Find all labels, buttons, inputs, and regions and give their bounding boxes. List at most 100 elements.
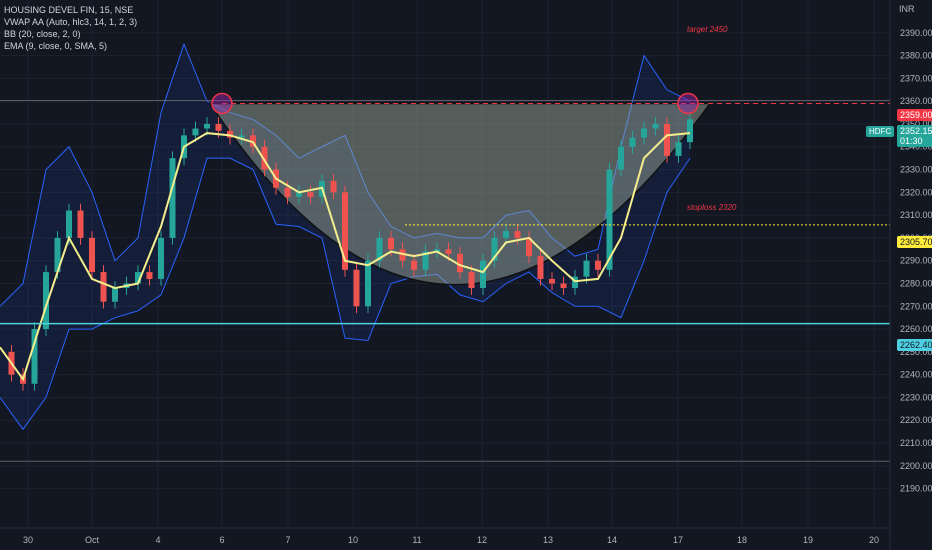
x-tick-label: 14: [607, 535, 617, 545]
candle-body: [652, 123, 659, 129]
x-tick-label: 6: [219, 535, 224, 545]
candle-body: [365, 260, 371, 307]
candle-body: [284, 187, 291, 197]
x-tick-label: 10: [348, 535, 358, 545]
candle-body: [514, 231, 521, 238]
x-tick-label: 19: [803, 535, 813, 545]
candle-body: [503, 231, 509, 238]
cup-pattern-drawing: [208, 102, 712, 286]
chart-legend: HOUSING DEVEL FIN, 15, NSE VWAP AA (Auto…: [4, 4, 137, 52]
candle-body: [434, 249, 440, 252]
x-tick-label: 11: [412, 535, 421, 545]
horizontal-levels[interactable]: [0, 99, 890, 462]
ema-line: [0, 132, 691, 382]
candle-body: [549, 278, 555, 284]
candle-body: [618, 146, 624, 170]
y-tick-label: 2390.00: [900, 28, 932, 38]
y-tick-label: 2380.00: [900, 51, 932, 61]
y-tick-label: 2220.00: [900, 415, 932, 425]
target-annotation: target 2450: [687, 25, 728, 34]
candle-body: [250, 135, 256, 147]
candle-body: [376, 237, 383, 261]
candle-body: [192, 128, 199, 136]
candle-body: [146, 272, 153, 279]
y-tick-label: 2290.00: [900, 256, 932, 266]
x-tick-label: 18: [737, 535, 747, 545]
y-tick-label: 2270.00: [900, 301, 932, 311]
x-tick-label: Oct: [85, 535, 100, 545]
y-tick-label: 2200.00: [900, 461, 932, 471]
candle-body: [445, 249, 452, 254]
candle-body: [388, 237, 394, 250]
candle-body: [43, 272, 49, 330]
symbol-title: HOUSING DEVEL FIN, 15, NSE: [4, 5, 134, 15]
candle-body: [583, 260, 590, 277]
price-axis[interactable]: 2190.00 2200.00 2210.00 2220.00 2230.00 2240.…: [889, 0, 932, 550]
candle-body: [342, 192, 348, 270]
candle-body: [135, 272, 141, 284]
candle-body: [422, 251, 429, 270]
candle-body: [480, 260, 486, 289]
candle-body: [629, 137, 636, 147]
left-rim-marker: [211, 92, 233, 115]
candle-body: [227, 130, 233, 138]
candle-body: [307, 192, 314, 197]
y-tick-label: 2240.00: [900, 370, 932, 380]
y-tick-label: 2320.00: [900, 187, 932, 197]
stoploss-annotation: stoploss 2320: [687, 203, 737, 212]
candle-body: [158, 237, 164, 279]
candle-body: [675, 142, 682, 156]
x-tick-label: 13: [543, 535, 553, 545]
bb-lower-line: [0, 157, 691, 431]
time-axis[interactable]: 30 Oct 4 6 7 10 11 12 13 14 17 18 19 20: [0, 527, 890, 545]
candle-body: [54, 237, 61, 273]
y-tick-label: 2310.00: [900, 210, 932, 220]
indicator-lines: [0, 132, 691, 382]
candle-body: [66, 210, 72, 238]
candle-body: [606, 169, 613, 270]
candle-body: [169, 158, 176, 238]
y-tick-label: 2350.00: [900, 119, 932, 129]
candle-body: [687, 119, 693, 143]
candle-body: [261, 146, 268, 170]
support-price-tag: 2262.40: [897, 339, 932, 351]
candle-body: [353, 269, 360, 307]
y-tick-label: 2230.00: [900, 392, 932, 402]
candle-body: [411, 260, 417, 270]
candle-body: [89, 237, 95, 273]
candle-countdown: 01:30: [900, 136, 923, 146]
candle-body: [330, 180, 337, 193]
candle-body: [238, 135, 245, 138]
candle-body: [526, 237, 532, 257]
y-tick-label: 2250.00: [900, 347, 932, 357]
vwap-legend[interactable]: VWAP AA (Auto, hlc3, 14, 1, 2, 3): [4, 17, 138, 27]
y-tick-label: 2280.00: [900, 278, 932, 288]
candle-body: [399, 249, 406, 261]
candle-body: [296, 192, 302, 197]
y-tick-label: 2370.00: [900, 73, 932, 83]
x-tick-label: 4: [155, 535, 160, 545]
bb-legend[interactable]: BB (20, close, 2, 0): [4, 29, 81, 39]
grid-lines: [0, 0, 890, 528]
y-tick-label: 2190.00: [900, 484, 932, 494]
y-tick-label: 2360.00: [900, 96, 932, 106]
candle-body: [664, 123, 670, 156]
ema-legend[interactable]: EMA (9, close, 0, SMA, 5): [4, 41, 108, 51]
x-tick-label: 7: [285, 535, 290, 545]
y-tick-label: 2330.00: [900, 165, 932, 175]
candle-body: [572, 276, 578, 289]
candle-body: [468, 272, 475, 289]
resistance-price-tag: 2359.00: [897, 109, 932, 121]
candle-body: [215, 123, 222, 131]
candle-body: [595, 260, 601, 270]
current-price-tag: 2352.15 01:30: [897, 125, 932, 147]
candle-body: [457, 253, 463, 273]
x-tick-label: 30: [23, 535, 33, 545]
y-tick-label: 2210.00: [900, 438, 932, 448]
candle-body: [77, 210, 84, 238]
x-tick-label: 12: [477, 535, 487, 545]
candle-body: [641, 128, 647, 138]
mid-level-price-tag: 2305.70: [897, 236, 932, 248]
